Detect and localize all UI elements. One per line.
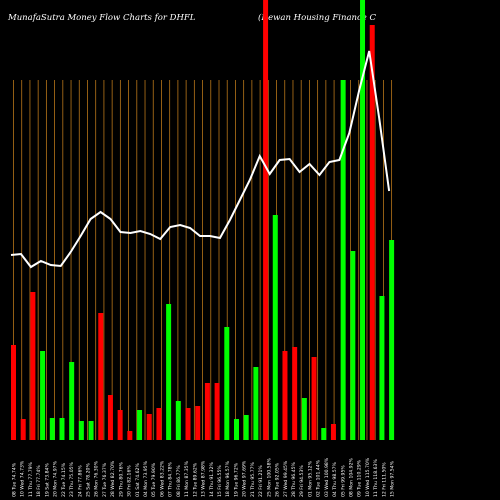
money-flow-bar — [59, 418, 65, 440]
x-tick-label: 21 Thu 95.77% — [250, 461, 256, 497]
money-flow-bar — [292, 347, 298, 440]
x-tick-label: 11 Mon 87.35% — [184, 460, 190, 497]
x-tick-label: 14 Thu 91.32% — [209, 461, 215, 497]
money-flow-bar — [330, 424, 336, 440]
x-tick-label: 27 Wed 99.45% — [283, 460, 289, 497]
x-tick-label: 01 Mon 95.12% — [307, 460, 313, 497]
money-flow-bar — [233, 419, 239, 440]
x-tick-label: 26 Mon 76.30% — [94, 460, 100, 497]
x-tick-label: 10 Wed 74.73% — [20, 460, 26, 497]
x-tick-label: 11 Thu 118.63% — [373, 459, 379, 497]
x-tick-label: 26 Tue 92.05% — [275, 462, 281, 497]
money-flow-bar — [224, 327, 230, 440]
money-flow-bar — [360, 0, 366, 440]
money-flow-bar — [175, 401, 181, 440]
x-tick-label: 25 Mon 100.58% — [266, 457, 272, 497]
money-flow-bar — [389, 240, 395, 440]
money-flow-bar — [185, 408, 191, 440]
money-flow-bar — [272, 215, 278, 440]
x-tick-label: 11 Thu 77.79% — [28, 461, 34, 497]
x-tick-label: 18 Mon 96.57% — [225, 460, 231, 497]
x-tick-label: 02 Tue 101.44% — [316, 459, 322, 497]
x-tick-label: 04 Mon 73.95% — [143, 460, 149, 497]
x-tick-label: 15 Mon 97.54% — [390, 460, 396, 497]
x-tick-label: 19 Sat 73.84% — [44, 463, 50, 497]
money-flow-bar — [40, 351, 46, 440]
x-tick-label: 23 Thu 75.05% — [69, 461, 75, 497]
money-flow-bar — [311, 357, 317, 440]
x-tick-label: 07 Thu 84.78% — [168, 461, 174, 497]
x-tick-label: 20 Wed 97.69% — [242, 460, 248, 497]
x-tick-label: 01 Sat 74.62% — [135, 463, 141, 497]
x-tick-label: 27 Tue 76.37% — [102, 462, 108, 497]
money-flow-bar — [321, 428, 327, 440]
x-tick-label: 06 Wed 83.22% — [159, 460, 165, 497]
money-flow-bar — [137, 410, 143, 440]
x-tick-label: 29 Fri 94.53% — [299, 465, 305, 497]
x-tick-label: 24 Fri 77.86% — [77, 465, 83, 497]
x-tick-label: 25 Sat 78.20% — [85, 463, 91, 497]
money-flow-bar — [166, 304, 172, 440]
x-tick-label: 18 Fri 77.74% — [36, 465, 42, 497]
money-flow-bar — [243, 415, 249, 440]
money-flow-bar — [78, 421, 84, 440]
money-flow-bar — [369, 25, 375, 440]
money-flow-bar — [253, 367, 259, 440]
x-tick-label: 08 Mon 104.92% — [349, 457, 355, 497]
money-flow-bar — [379, 296, 385, 440]
x-tick-label: 13 Wed 87.98% — [201, 460, 207, 497]
x-tick-label: 10 Wed 115.70% — [365, 457, 371, 497]
x-tick-label: 28 Thu 96.45% — [291, 461, 297, 497]
x-tick-label: 08 Fri 86.77% — [176, 465, 182, 497]
money-flow-bar — [107, 395, 113, 440]
x-tick-label: 05 Tue 79.90% — [151, 462, 157, 497]
x-tick-label: 29 Thu 80.76% — [118, 461, 124, 497]
x-tick-label: 08 Tue 74.74% — [12, 462, 18, 497]
money-flow-bar — [49, 418, 55, 440]
x-tick-label: 09 Tue 110.29% — [357, 459, 363, 497]
money-flow-bar — [204, 383, 210, 440]
x-tick-label: 03 Wed 100.98% — [324, 457, 330, 497]
money-flow-bar — [69, 362, 75, 440]
money-flow-bar — [127, 431, 133, 440]
money-flow-bar — [282, 351, 288, 440]
x-tick-label: 19 Tue 96.72% — [233, 462, 239, 497]
x-tick-label: 15 Fri 96.55% — [217, 465, 223, 497]
money-flow-bar — [88, 421, 94, 440]
money-flow-bar — [30, 292, 36, 440]
x-tick-label: 30 Fri 82.16% — [127, 465, 133, 497]
x-tick-label: 20 Mon 74.97% — [53, 460, 59, 497]
x-tick-label: 28 Wed 82.70% — [110, 460, 116, 497]
x-tick-label: 22 Tue 74.15% — [61, 462, 67, 497]
money-flow-bar — [214, 383, 220, 440]
money-flow-bar — [195, 406, 201, 440]
money-flow-bar — [350, 251, 356, 440]
money-flow-bar — [146, 414, 152, 440]
money-flow-bar — [20, 419, 26, 440]
x-tick-label: 12 Tue 89.62% — [192, 462, 198, 497]
money-flow-bar — [156, 408, 162, 440]
chart-title-left: MunafaSutra Money Flow Charts for DHFL — [8, 13, 196, 23]
money-flow-bar — [11, 345, 16, 440]
x-tick-label: 04 Thu 98.57% — [332, 461, 338, 497]
money-flow-bar — [340, 80, 346, 440]
money-flow-bar — [263, 0, 269, 440]
chart-title-right: (Dewan Housing Finance C — [258, 13, 377, 23]
money-flow-bar — [98, 313, 104, 440]
x-tick-label: 12 Fri 111.50% — [381, 462, 387, 497]
x-tick-label: 05 Fri 99.95% — [340, 465, 346, 497]
money-flow-bar — [301, 398, 307, 440]
money-flow-line — [10, 50, 391, 269]
money-flow-bar — [117, 410, 123, 440]
x-tick-label: 22 Fri 91.21% — [258, 465, 264, 497]
